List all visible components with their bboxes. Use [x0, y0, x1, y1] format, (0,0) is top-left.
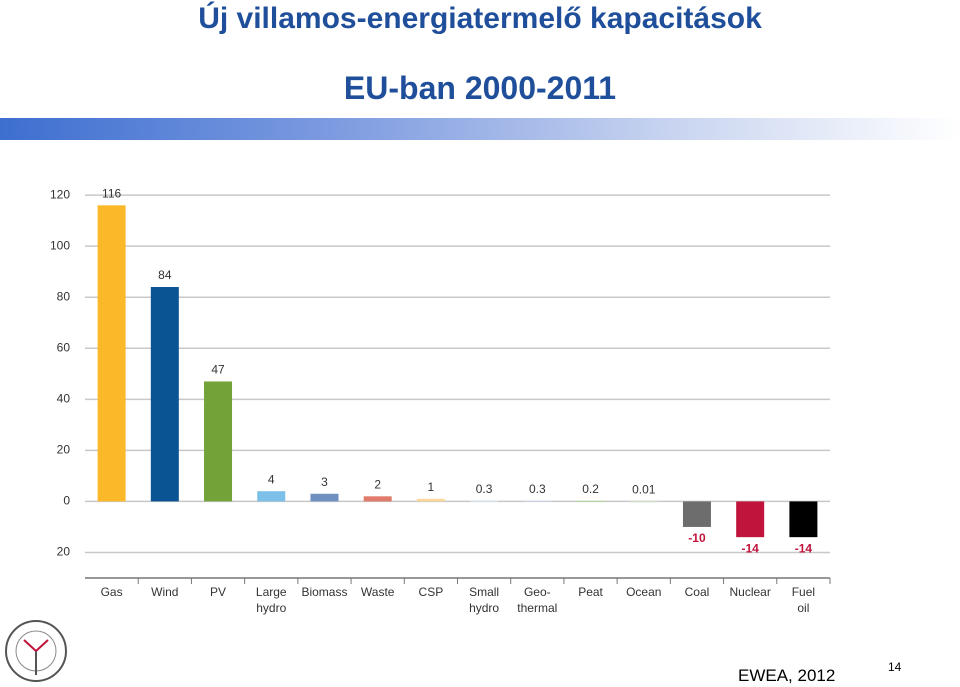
x-tick-label: CSP: [418, 585, 444, 599]
bar: [257, 491, 286, 502]
bar: [150, 287, 179, 502]
value-label: -14: [742, 541, 760, 555]
bar: [736, 501, 765, 538]
x-tick-label: Large hydro: [255, 585, 287, 615]
x-tick-label: Wind: [151, 585, 179, 599]
y-tick-label: 20: [57, 443, 71, 457]
bar: [470, 500, 499, 502]
logo: [5, 620, 67, 682]
value-label: 47: [211, 363, 225, 377]
value-label: 0.01: [632, 483, 656, 497]
x-tick-label: Nuclear: [729, 585, 771, 599]
bar: [204, 381, 233, 502]
value-label: 84: [158, 268, 172, 282]
value-label: 4: [268, 472, 275, 486]
bar: [97, 205, 126, 502]
value-label: 1: [428, 480, 435, 494]
y-tick-label: 40: [57, 391, 71, 405]
value-label: 0.3: [529, 482, 546, 496]
bar: [363, 496, 392, 502]
bar: [310, 493, 339, 502]
y-tick-label: 0: [63, 494, 70, 508]
value-label: 116: [102, 186, 121, 200]
title: Új villamos-energiatermelő kapacitások: [198, 2, 762, 35]
bar: [416, 498, 445, 502]
bar: [576, 500, 605, 502]
x-tick-label: Fuel oil: [791, 585, 816, 615]
x-tick-label: Waste: [360, 585, 395, 599]
source: EWEA, 2012: [738, 666, 836, 685]
x-tick-label: Small hydro: [469, 585, 500, 615]
value-label: 2: [374, 477, 381, 491]
x-tick-label: Ocean: [626, 585, 662, 599]
value-label: 0.2: [582, 482, 599, 496]
bar: [789, 501, 818, 538]
x-tick-label: Peat: [578, 585, 603, 599]
bar: [523, 500, 552, 502]
bar: [682, 501, 711, 527]
x-tick-label: Biomass: [301, 585, 348, 599]
value-label: -10: [688, 531, 706, 545]
x-tick-label: Gas: [100, 585, 123, 599]
y-tick-label: 120: [50, 187, 70, 201]
bar: [629, 501, 658, 503]
x-tick-label: PV: [210, 585, 227, 599]
x-tick-label: Geo- thermal: [517, 585, 558, 615]
value-label: 3: [321, 475, 328, 489]
x-tick-label: Coal: [684, 585, 710, 599]
y-tick-label: 20: [57, 545, 71, 559]
value-label: -14: [795, 541, 813, 555]
page-number: 14: [888, 660, 902, 674]
value-label: 0.3: [476, 482, 493, 496]
subtitle: EU-ban 2000-2011: [343, 70, 617, 106]
y-tick-label: 60: [57, 340, 71, 354]
y-tick-label: 100: [50, 238, 70, 252]
header-band: [0, 118, 960, 140]
y-tick-label: 80: [57, 289, 71, 303]
